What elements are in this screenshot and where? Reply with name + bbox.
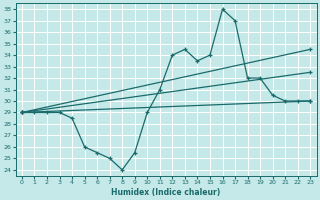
X-axis label: Humidex (Indice chaleur): Humidex (Indice chaleur) bbox=[111, 188, 221, 197]
